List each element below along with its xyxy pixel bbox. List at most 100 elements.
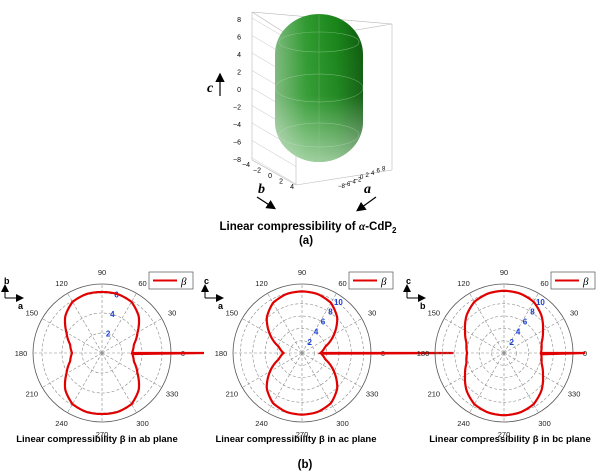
beta-series-curve bbox=[63, 290, 205, 416]
polar-caption: Linear compressibility β in bc plane bbox=[429, 434, 591, 445]
radial-tick-label: 4 bbox=[110, 310, 115, 319]
polar-spoke bbox=[101, 352, 137, 413]
polar-caption: Linear compressibility β in ab plane bbox=[16, 434, 178, 445]
angle-tick-label: 120 bbox=[55, 279, 68, 288]
polar-chart-3: 0306090120150180210240270300330246810βcb… bbox=[403, 268, 596, 445]
z-tick-label: 4 bbox=[237, 52, 241, 59]
angle-tick-label: 210 bbox=[26, 390, 39, 399]
angle-tick-label: 150 bbox=[26, 309, 39, 318]
polar-spoke bbox=[242, 352, 303, 388]
a-tick-label: 8 bbox=[382, 166, 386, 172]
a-tick-label: −2 bbox=[355, 177, 363, 183]
angle-tick-label: 210 bbox=[226, 390, 239, 399]
polar-spoke bbox=[101, 352, 162, 388]
radial-tick-label: 6 bbox=[523, 317, 528, 326]
axis-c-label: c bbox=[207, 81, 214, 96]
a-tick-label: −4 bbox=[349, 180, 357, 186]
b-tick-label: 4 bbox=[290, 184, 294, 191]
radial-tick-label: 8 bbox=[328, 307, 333, 316]
axis-up-label: b bbox=[4, 276, 10, 286]
angle-tick-label: 240 bbox=[457, 419, 470, 428]
panel-a-label: (a) bbox=[299, 235, 313, 247]
panel-a-caption: Linear compressibility of α-CdP2 bbox=[220, 221, 398, 235]
angle-tick-label: 90 bbox=[98, 268, 106, 277]
angle-tick-label: 30 bbox=[570, 309, 578, 318]
angle-tick-label: 30 bbox=[368, 309, 376, 318]
radial-tick-label: 10 bbox=[536, 298, 545, 307]
angle-tick-label: 180 bbox=[15, 349, 28, 358]
z-tick-label: 6 bbox=[237, 35, 241, 42]
angle-tick-label: 90 bbox=[500, 268, 508, 277]
compressibility-surface bbox=[274, 14, 364, 162]
legend: β bbox=[550, 271, 596, 290]
radial-tick-label: 10 bbox=[334, 298, 343, 307]
angle-tick-label: 210 bbox=[428, 390, 441, 399]
z-tick-label: −8 bbox=[233, 157, 241, 164]
polar-spoke bbox=[42, 352, 103, 388]
axis-b-arrow bbox=[256, 196, 277, 210]
radial-tick-label: 4 bbox=[516, 328, 521, 337]
polar-spoke bbox=[469, 352, 505, 413]
polar-spoke bbox=[503, 293, 539, 354]
angle-tick-label: 180 bbox=[215, 349, 228, 358]
b-tick-label: 2 bbox=[279, 179, 283, 186]
radial-tick-label: 8 bbox=[530, 307, 535, 316]
polar-spoke bbox=[67, 352, 103, 413]
axis-b-label: b bbox=[258, 182, 265, 197]
axis-a-arrow bbox=[356, 196, 377, 212]
a-tick-label: 6 bbox=[377, 169, 381, 175]
a-tick-label: 0 bbox=[360, 175, 364, 181]
axis-up-label: c bbox=[204, 276, 209, 286]
radial-tick-label: 2 bbox=[106, 329, 111, 338]
z-grid-line bbox=[251, 140, 297, 167]
polar-spoke bbox=[101, 293, 137, 354]
polar-spoke bbox=[469, 293, 505, 354]
z-tick-label: −4 bbox=[233, 122, 241, 129]
z-tick-label: 2 bbox=[237, 70, 241, 77]
z-tick-labels: 8 6 4 2 0 −2 −4 −6 −8 bbox=[233, 17, 241, 164]
radial-tick-label: 6 bbox=[321, 317, 326, 326]
angle-tick-label: 180 bbox=[417, 349, 430, 358]
polar-spoke bbox=[503, 352, 539, 413]
legend-label: β bbox=[380, 276, 387, 288]
polar-spoke bbox=[42, 318, 103, 354]
legend: β bbox=[148, 271, 194, 290]
axis-indicator: ba bbox=[1, 276, 24, 311]
b-tick-label: −4 bbox=[242, 162, 250, 169]
angle-tick-label: 60 bbox=[138, 279, 146, 288]
angle-tick-label: 330 bbox=[166, 390, 179, 399]
a-tick-labels: −8−6−4−20 2 4 6 8 bbox=[338, 166, 386, 190]
angle-tick-label: 330 bbox=[366, 390, 379, 399]
angle-tick-label: 300 bbox=[136, 419, 149, 428]
radial-tick-label: 2 bbox=[510, 338, 515, 347]
a-tick-label: −6 bbox=[344, 182, 352, 188]
angle-tick-label: 60 bbox=[338, 279, 346, 288]
polar-spoke bbox=[503, 352, 564, 388]
axis-right-label: a bbox=[218, 301, 224, 311]
angle-tick-label: 60 bbox=[540, 279, 548, 288]
z-tick-label: 8 bbox=[237, 17, 241, 24]
radial-tick-label: 4 bbox=[314, 328, 319, 337]
polar-grid-circle bbox=[479, 328, 529, 378]
z-grid-line bbox=[251, 157, 297, 185]
angle-tick-label: 240 bbox=[255, 419, 268, 428]
radial-tick-label: 2 bbox=[308, 338, 313, 347]
angle-tick-label: 90 bbox=[298, 268, 306, 277]
legend-label: β bbox=[582, 276, 589, 288]
angle-tick-label: 270 bbox=[296, 430, 309, 439]
polar-spoke bbox=[242, 318, 303, 354]
beta-series-curve bbox=[463, 289, 586, 417]
polar-spoke bbox=[67, 293, 103, 354]
panel-b-label: (b) bbox=[298, 459, 313, 471]
z-tick-label: −6 bbox=[233, 140, 241, 147]
angle-tick-label: 300 bbox=[538, 419, 551, 428]
b-tick-labels: −4−2 024 bbox=[242, 162, 294, 191]
axis-up-label: c bbox=[406, 276, 411, 286]
polar-chart-1: 0306090120150180210240270300330246βbaLin… bbox=[1, 268, 205, 445]
angle-tick-label: 120 bbox=[255, 279, 268, 288]
axis-indicator: ca bbox=[201, 276, 224, 311]
axis-right-label: a bbox=[18, 301, 24, 311]
a-tick-label: 2 bbox=[366, 173, 370, 179]
